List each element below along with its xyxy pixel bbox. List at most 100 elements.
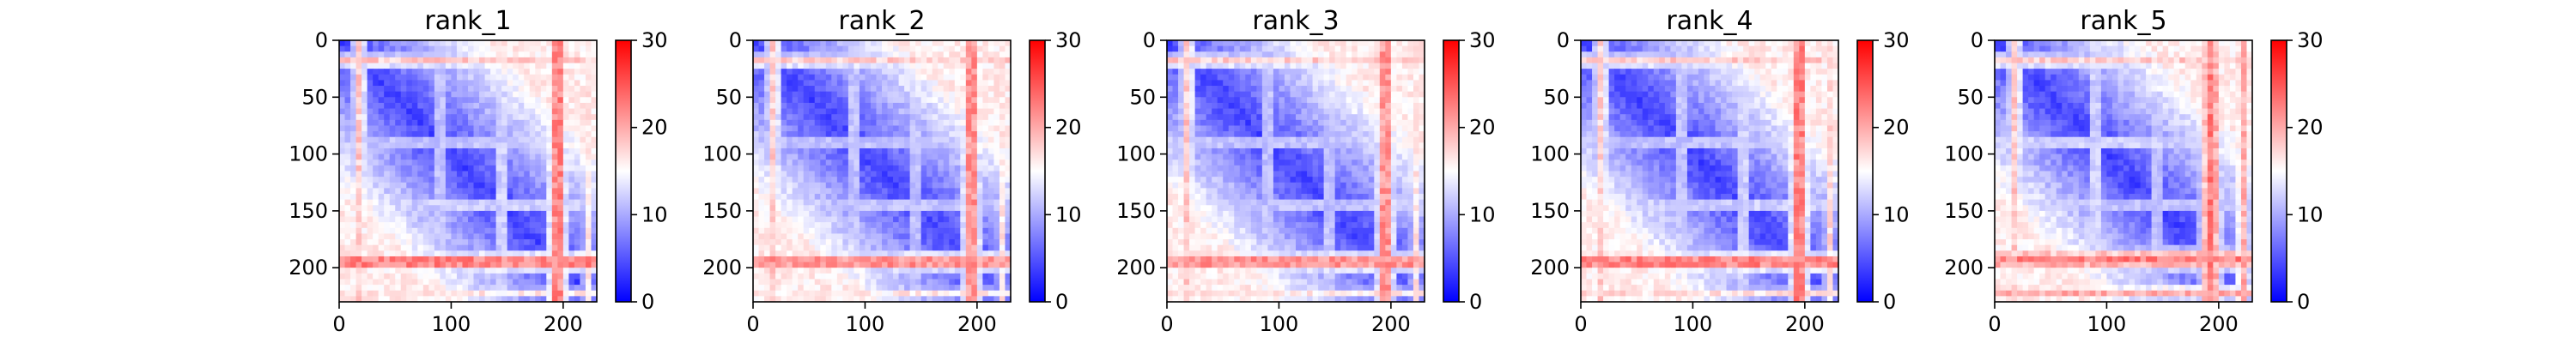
heatmap-cell <box>920 119 927 127</box>
heatmap-cell <box>350 285 357 292</box>
heatmap-cell <box>428 40 435 47</box>
heatmap-cell <box>976 177 983 184</box>
heatmap-cell <box>434 69 440 75</box>
heatmap-cell <box>943 227 950 235</box>
heatmap-cell <box>473 45 480 52</box>
heatmap-cell <box>758 159 765 166</box>
heatmap-cell <box>909 279 916 286</box>
heatmap-cell <box>1385 86 1392 93</box>
heatmap-cell <box>887 171 894 178</box>
heatmap-cell <box>557 250 564 257</box>
heatmap-cell <box>820 40 827 47</box>
heatmap-cell <box>781 91 787 98</box>
heatmap-cell <box>1329 74 1336 81</box>
heatmap-cell <box>965 296 972 303</box>
heatmap-cell <box>451 296 458 303</box>
heatmap-cell <box>428 119 435 127</box>
heatmap-cell <box>339 285 346 292</box>
heatmap-cell <box>876 51 883 58</box>
heatmap-cell <box>1363 45 1370 52</box>
heatmap-cell <box>1217 63 1224 69</box>
heatmap-cell <box>384 108 391 115</box>
heatmap-cell <box>434 262 440 268</box>
heatmap-cell <box>999 250 1006 257</box>
heatmap-cell <box>887 136 894 143</box>
heatmap-cell <box>585 273 592 280</box>
heatmap-cell <box>585 182 592 189</box>
heatmap-cell <box>389 114 396 121</box>
heatmap-cell <box>557 194 564 201</box>
heatmap-cell <box>417 268 424 274</box>
heatmap-cell <box>361 108 368 115</box>
heatmap-cell <box>551 51 558 58</box>
heatmap-cell <box>836 147 843 155</box>
heatmap-cell <box>787 80 793 87</box>
heatmap-cell <box>1318 108 1325 115</box>
heatmap-cell <box>798 256 805 263</box>
heatmap-cell <box>389 136 396 143</box>
heatmap-cell <box>557 256 564 263</box>
heatmap-cell <box>568 114 575 121</box>
heatmap-cell <box>428 57 435 64</box>
heatmap-cell <box>882 290 889 297</box>
heatmap-cell <box>831 279 838 286</box>
heatmap-cell <box>887 119 894 127</box>
heatmap-cell <box>836 268 843 274</box>
heatmap-cell <box>395 210 402 218</box>
heatmap-cell <box>954 108 961 115</box>
heatmap-cell <box>490 131 497 138</box>
heatmap-cell <box>355 91 362 98</box>
heatmap-cell <box>339 188 346 195</box>
heatmap-cell <box>870 227 878 235</box>
heatmap-cell <box>524 131 531 138</box>
heatmap-cell <box>591 159 598 166</box>
heatmap-cell <box>585 102 592 110</box>
heatmap-cell <box>960 250 967 257</box>
heatmap-cell <box>960 102 967 110</box>
heatmap-cell <box>384 165 391 172</box>
heatmap-cell <box>411 262 418 268</box>
heatmap-cell <box>1340 114 1347 121</box>
heatmap-cell <box>546 159 553 166</box>
heatmap-cell <box>876 119 883 127</box>
heatmap-cell <box>842 136 849 143</box>
heatmap-cell <box>753 91 760 98</box>
heatmap-cell <box>535 233 542 240</box>
heatmap-cell <box>932 147 939 155</box>
heatmap-cell <box>378 86 385 93</box>
heatmap-cell <box>479 108 486 115</box>
heatmap-cell <box>943 153 950 160</box>
heatmap-cell <box>814 114 821 121</box>
heatmap-cell <box>865 233 872 240</box>
heatmap-cell <box>462 233 469 240</box>
heatmap-cell <box>836 227 843 235</box>
heatmap-cell <box>1234 97 1241 104</box>
heatmap-cell <box>1346 91 1352 98</box>
heatmap-cell <box>836 40 843 47</box>
heatmap-cell <box>479 63 486 69</box>
heatmap-cell <box>920 147 927 155</box>
heatmap-cell <box>820 142 827 149</box>
heatmap-cell <box>1346 114 1352 121</box>
heatmap-cell <box>344 250 351 257</box>
heatmap-cell <box>580 91 586 98</box>
heatmap-cell <box>585 188 592 195</box>
heatmap-cell <box>417 119 424 127</box>
heatmap-cell <box>518 80 525 87</box>
heatmap-cell <box>764 216 771 223</box>
heatmap-cell <box>434 108 440 115</box>
heatmap-cell <box>473 165 480 172</box>
heatmap-cell <box>350 188 357 195</box>
heatmap-cell <box>1307 74 1314 81</box>
heatmap-cell <box>344 45 351 52</box>
heatmap-cell <box>1005 102 1012 110</box>
heatmap-cell <box>848 239 854 246</box>
heatmap-cell <box>915 177 922 184</box>
heatmap-cell <box>344 262 351 268</box>
heatmap-cell <box>479 102 486 110</box>
heatmap-cell <box>344 125 351 132</box>
heatmap-cell <box>1352 69 1358 75</box>
heatmap-cell <box>775 159 782 166</box>
heatmap-cell <box>825 69 832 75</box>
heatmap-cell <box>574 239 581 246</box>
